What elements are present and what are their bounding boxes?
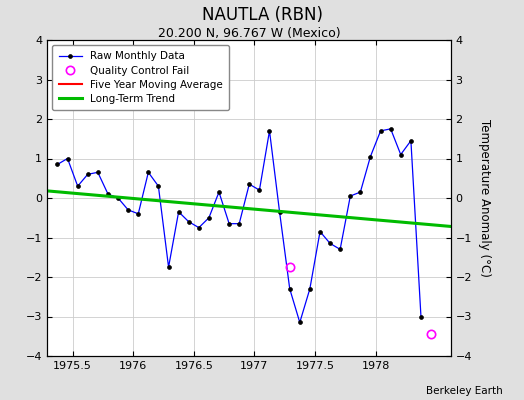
Raw Monthly Data [135,211,141,216]
Line: Raw Monthly Data: Raw Monthly Data [56,127,423,324]
Raw Monthly Data [166,265,172,270]
Raw Monthly Data [176,210,182,214]
Raw Monthly Data [377,128,384,133]
Text: NAUTLA (RBN): NAUTLA (RBN) [202,6,322,24]
Raw Monthly Data [236,221,243,226]
Legend: Raw Monthly Data, Quality Control Fail, Five Year Moving Average, Long-Term Tren: Raw Monthly Data, Quality Control Fail, … [52,45,229,110]
Raw Monthly Data [307,286,313,291]
Quality Control Fail [428,332,434,337]
Raw Monthly Data [206,215,212,220]
Raw Monthly Data [155,184,161,188]
Raw Monthly Data [74,184,81,188]
Raw Monthly Data [54,162,61,167]
Raw Monthly Data [388,126,394,131]
Raw Monthly Data [327,241,333,246]
Raw Monthly Data [64,156,71,161]
Raw Monthly Data [84,172,91,177]
Raw Monthly Data [418,314,424,319]
Raw Monthly Data [367,154,374,159]
Raw Monthly Data [105,192,111,196]
Raw Monthly Data [297,320,303,325]
Raw Monthly Data [337,247,343,252]
Raw Monthly Data [216,190,222,194]
Raw Monthly Data [115,196,121,200]
Text: Berkeley Earth: Berkeley Earth [427,386,503,396]
Raw Monthly Data [266,128,272,133]
Raw Monthly Data [185,219,192,224]
Raw Monthly Data [256,188,263,192]
Raw Monthly Data [357,190,364,194]
Raw Monthly Data [226,221,232,226]
Raw Monthly Data [408,138,414,143]
Raw Monthly Data [125,208,131,212]
Raw Monthly Data [398,152,404,157]
Raw Monthly Data [287,286,293,291]
Raw Monthly Data [145,170,151,175]
Raw Monthly Data [277,210,283,214]
Raw Monthly Data [196,225,202,230]
Line: Quality Control Fail: Quality Control Fail [286,263,435,338]
Raw Monthly Data [347,194,354,198]
Quality Control Fail [287,265,293,270]
Y-axis label: Temperature Anomaly (°C): Temperature Anomaly (°C) [478,119,492,277]
Raw Monthly Data [246,182,253,186]
Raw Monthly Data [95,170,101,175]
Title: 20.200 N, 96.767 W (Mexico): 20.200 N, 96.767 W (Mexico) [158,27,340,40]
Raw Monthly Data [317,229,323,234]
